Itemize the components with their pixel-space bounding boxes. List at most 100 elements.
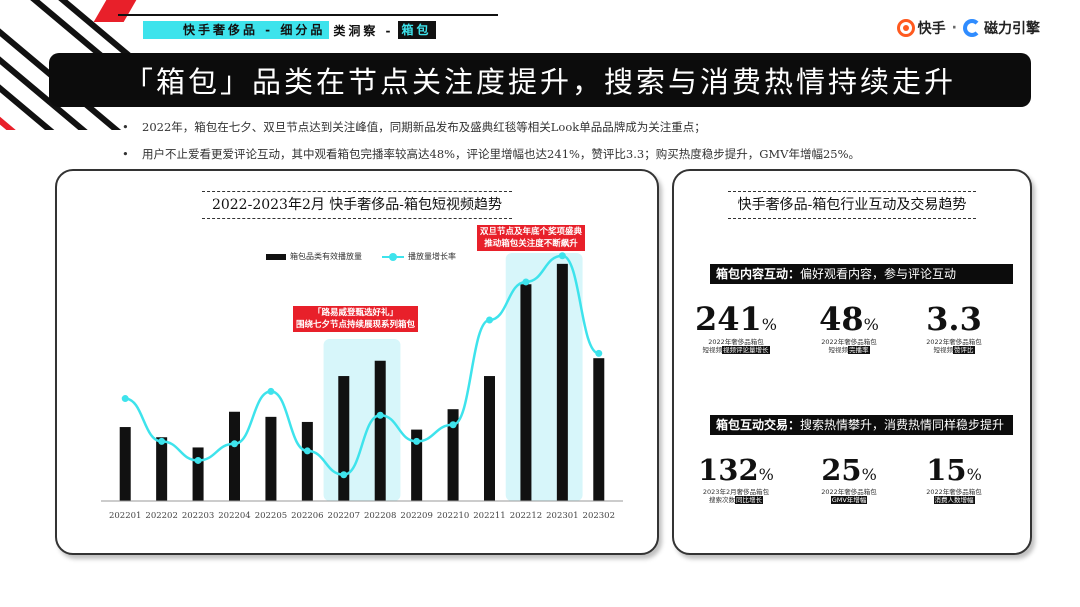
kpi-completion-rate: 48% 2022年奢侈品箱包 短视频完播率	[799, 303, 899, 354]
brand-logo: 快手 · 磁力引擎	[896, 18, 1040, 38]
bar-202204	[229, 411, 240, 501]
kpi-caption-highlight: GMV年增幅	[830, 496, 868, 504]
bar-202201	[119, 427, 131, 501]
line-point-202201	[121, 395, 129, 403]
kpi-caption-prefix: 短视频	[933, 346, 954, 354]
kpi-caption-prefix: 短视频	[828, 346, 849, 354]
kpi-caption-highlight: 赞评比	[953, 346, 975, 354]
kpi-comment-growth: 241% 2022年奢侈品箱包 短视频视频评论量增长	[686, 303, 786, 354]
kpi-caption: 2022年奢侈品箱包	[821, 338, 877, 346]
x-tick-label: 202302	[583, 511, 615, 521]
trend-chart-card: 202201 202202 202203 202204 202205 202206 2022…	[55, 169, 659, 555]
legend-bar-label: 箱包品类有效播放量	[290, 252, 362, 261]
x-tick-label: 202211	[473, 511, 505, 521]
line-point-202206	[303, 447, 311, 455]
bar-202212	[520, 284, 532, 501]
line-point-202204	[231, 440, 238, 448]
kpi-caption: 2023年2月奢侈品箱包	[702, 488, 770, 496]
kpi-caption-highlight: 完播率	[848, 346, 870, 354]
kpi-caption-highlight: 视频评论量增长	[722, 346, 770, 354]
kpi-value: 48	[819, 300, 864, 338]
legend-line-label: 播放量增长率	[408, 252, 456, 261]
bar-202210	[447, 409, 459, 501]
kpi-gmv-growth: 25% 2022年奢侈品箱包 GMV年增幅	[799, 456, 899, 504]
bar-202206	[301, 421, 313, 501]
x-tick-label: 202212	[510, 511, 542, 521]
breadcrumb-current: 箱包	[397, 21, 436, 39]
x-tick-label: 202202	[145, 511, 177, 521]
bullet-item: 2022年，箱包在七夕、双旦节点达到关注峰值，同期新品发布及盛典红毯等相关Loo…	[122, 118, 860, 145]
kpi-unit: %	[758, 465, 774, 484]
kuaishou-logo-icon	[896, 19, 915, 37]
highlight-band	[505, 253, 583, 501]
x-tick-label: 202205	[255, 511, 287, 521]
kpi-caption: 2022年奢侈品箱包	[926, 488, 982, 496]
kpi-caption: 2022年奢侈品箱包	[926, 338, 982, 346]
breadcrumb: 快手奢侈品 - 细分品 类洞察 - 箱包	[143, 21, 436, 39]
line-point-202210	[449, 421, 457, 429]
section-label-desc: 偏好观看内容，参与评论互动	[800, 267, 957, 281]
bar-202207	[338, 376, 350, 501]
line-point-202301	[558, 252, 566, 260]
line-point-202207	[340, 471, 348, 479]
kpi-caption-highlight: 同比增长	[735, 496, 763, 504]
page-title: 「箱包」品类在节点关注度提升，搜索与消费热情持续走升	[123, 65, 956, 99]
line-point-202208	[376, 411, 384, 419]
trend-chart: 202201 202202 202203 202204 202205 202206 2022…	[101, 252, 623, 521]
kpi-value: 3.3	[926, 300, 982, 338]
section-label-title: 箱包互动交易：	[716, 418, 801, 432]
x-tick-label: 202204	[218, 511, 250, 521]
line-point-202211	[486, 316, 493, 324]
kpi-unit: %	[966, 465, 982, 484]
section-label-interaction: 箱包内容互动：偏好观看内容，参与评论互动	[710, 264, 1013, 284]
bar-202202	[156, 437, 168, 501]
header-rule	[118, 14, 498, 16]
chart-legend: 箱包品类有效播放量 播放量增长率	[266, 251, 456, 262]
logo-separator: ·	[951, 20, 957, 36]
x-tick-label: 202201	[109, 511, 141, 521]
summary-bullets: 2022年，箱包在七夕、双旦节点达到关注峰值，同期新品发布及盛典红毯等相关Loo…	[122, 118, 860, 172]
highlight-band	[323, 339, 401, 501]
bar-202301	[556, 263, 568, 501]
bar-202208	[374, 360, 386, 501]
legend-bar-swatch	[266, 253, 286, 260]
cili-engine-logo-text: 磁力引擎	[984, 21, 1040, 37]
x-tick-label: 202210	[437, 511, 469, 521]
line-point-202302	[595, 349, 603, 357]
bar-202302	[593, 358, 605, 501]
bar-202209	[411, 429, 423, 501]
bullet-item: 用户不止爱看更爱评论互动，其中观看箱包完播率较高达48%，评论里增幅也达241%…	[122, 145, 860, 172]
kpi-unit: %	[863, 315, 879, 334]
bar-202211	[484, 376, 495, 501]
line-point-202202	[158, 437, 166, 445]
kpi-card: 快手奢侈品-箱包行业互动及交易趋势 箱包内容互动：偏好观看内容，参与评论互动 2…	[672, 169, 1032, 555]
kpi-like-comment-ratio: 3.3 2022年奢侈品箱包 短视频赞评比	[904, 303, 1004, 354]
x-tick-label: 202209	[400, 511, 432, 521]
kpi-value: 15	[926, 453, 967, 487]
section-label-transaction: 箱包互动交易：搜索热情攀升，消费热情同样稳步提升	[710, 415, 1013, 435]
kpi-value: 25	[821, 453, 862, 487]
kpi-caption-highlight: 消费人数增幅	[933, 496, 975, 504]
x-tick-label: 202203	[182, 511, 214, 521]
kpi-buyer-growth: 15% 2022年奢侈品箱包 消费人数增幅	[904, 456, 1004, 504]
kpi-caption-prefix: 短视频	[702, 346, 723, 354]
kpi-caption-prefix: 搜索次数	[709, 496, 735, 504]
page-title-banner: 「箱包」品类在节点关注度提升，搜索与消费热情持续走升	[49, 53, 1031, 107]
x-tick-label: 202208	[364, 511, 396, 521]
kpi-search-growth: 132% 2023年2月奢侈品箱包 搜索次数同比增长	[686, 456, 786, 504]
x-tick-label: 202207	[328, 511, 360, 521]
breadcrumb-segment: 快手奢侈品 - 细分品	[143, 21, 330, 39]
kpi-value: 241	[695, 300, 762, 338]
kuaishou-logo-text: 快手	[917, 21, 946, 37]
x-tick-label: 202301	[546, 511, 578, 521]
section-label-title: 箱包内容互动：	[716, 267, 801, 281]
kpi-card-title-wrap: 快手奢侈品-箱包行业互动及交易趋势	[674, 191, 1030, 219]
cili-engine-logo-icon	[963, 19, 981, 37]
chart-title: 2022-2023年2月 快手奢侈品-箱包短视频趋势	[201, 191, 513, 219]
kpi-caption: 2022年奢侈品箱包	[708, 338, 764, 346]
bar-202203	[192, 447, 204, 501]
breadcrumb-segment: 类洞察 -	[333, 23, 394, 38]
kpi-unit: %	[761, 315, 777, 334]
kpi-caption: 2022年奢侈品箱包	[821, 488, 877, 496]
legend-line-swatch	[382, 252, 404, 261]
